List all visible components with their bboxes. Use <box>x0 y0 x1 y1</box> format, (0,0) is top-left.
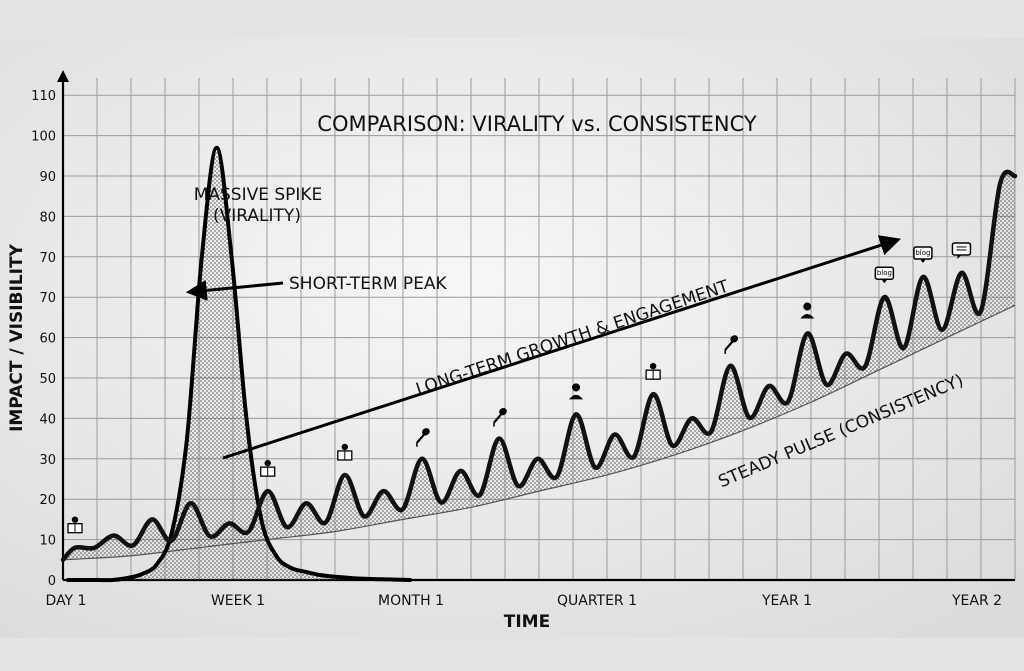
x-tick-label: WEEK 1 <box>211 593 265 609</box>
y-tick-label: 80 <box>39 210 56 225</box>
content-icons: blog blog <box>67 242 972 534</box>
reader-icon <box>67 516 83 534</box>
y-tick-label: 50 <box>39 372 56 387</box>
short-term-annotation: SHORT-TERM PEAK <box>289 274 448 294</box>
y-tick-label: 90 <box>39 170 56 185</box>
blog-icon: blog <box>874 266 895 284</box>
blog-icon-label: blog <box>915 249 930 257</box>
y-tick-labels: 0 10 20 30 40 50 60 70 70 80 90 100 110 <box>31 89 56 589</box>
y-tick-label: 100 <box>31 130 56 145</box>
chat-icon <box>951 242 972 259</box>
x-tick-label: MONTH 1 <box>378 593 444 609</box>
spike-annotation-line1: MASSIVE SPIKE <box>194 185 323 205</box>
y-tick-label: 20 <box>39 493 56 508</box>
x-tick-labels: DAY 1 WEEK 1 MONTH 1 QUARTER 1 YEAR 1 YEAR 2 <box>46 593 1003 609</box>
reader-icon <box>645 362 661 380</box>
y-tick-label: 70 <box>39 251 56 266</box>
x-tick-label: YEAR 2 <box>951 593 1002 609</box>
y-tick-label: 110 <box>31 89 56 104</box>
y-tick-label: 30 <box>39 453 56 468</box>
virality-fill-area <box>68 147 410 581</box>
blog-icon: blog <box>913 246 933 263</box>
y-tick-label: 10 <box>39 534 56 549</box>
y-tick-label: 0 <box>48 574 56 589</box>
consistency-baseline <box>62 304 1016 561</box>
blog-icon-label: blog <box>877 269 892 277</box>
x-tick-label: DAY 1 <box>46 593 87 609</box>
short-term-arrow <box>185 279 284 301</box>
y-tick-label: 60 <box>39 332 56 347</box>
y-axis-title: IMPACT / VISIBILITY <box>7 243 27 432</box>
chart-title: COMPARISON: VIRALITY vs. CONSISTENCY <box>317 112 757 136</box>
reader-icon <box>337 443 353 461</box>
person-icon <box>569 383 584 400</box>
long-term-arrow <box>222 235 901 460</box>
spike-annotation-line2: (VIRALITY) <box>213 206 301 226</box>
microphone-icon <box>416 428 430 447</box>
x-tick-label: YEAR 1 <box>761 593 812 609</box>
x-axis-title: TIME <box>504 612 550 632</box>
y-axis-arrow <box>57 70 69 82</box>
virality-series-line <box>66 145 412 583</box>
y-tick-label: 70 <box>39 291 56 306</box>
consistency-series-line <box>60 169 1018 563</box>
microphone-icon <box>724 335 739 354</box>
reader-icon <box>260 459 276 477</box>
x-tick-label: QUARTER 1 <box>557 593 637 609</box>
microphone-icon <box>493 407 507 427</box>
consistency-fill-area <box>63 171 1015 560</box>
person-icon <box>800 302 815 319</box>
y-tick-label: 40 <box>39 412 56 427</box>
